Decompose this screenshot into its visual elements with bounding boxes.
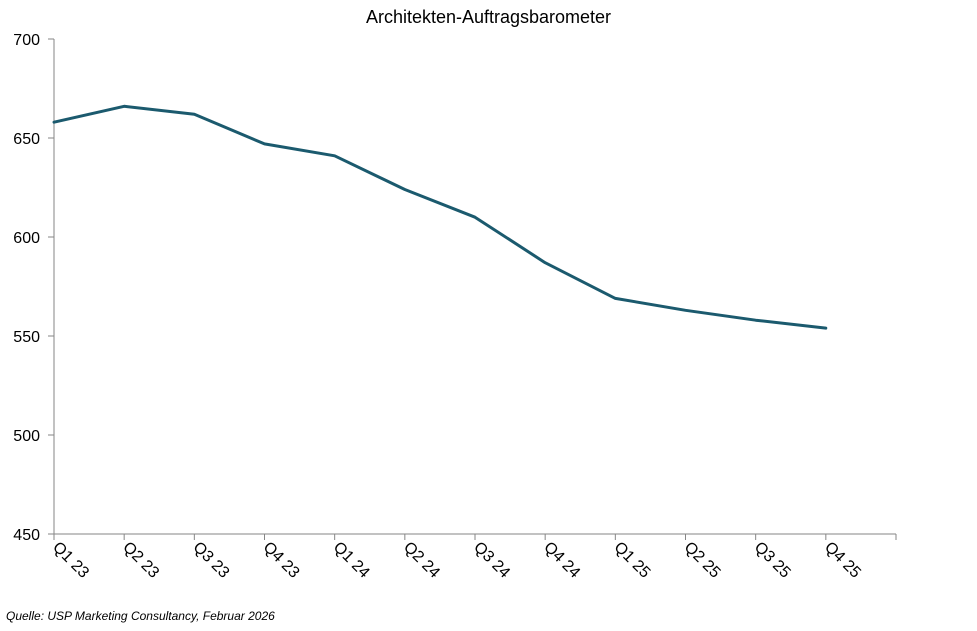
chart-title: Architekten-Auftragsbarometer	[365, 7, 612, 27]
y-tick-label: 650	[13, 131, 40, 148]
x-tick-label: Q2 23	[119, 539, 162, 582]
x-tick-label: Q4 23	[260, 539, 303, 582]
x-tick-label: Q1 25	[611, 539, 654, 582]
x-tick-label: Q3 25	[751, 539, 794, 582]
x-tick-label: Q3 23	[190, 539, 233, 582]
y-tick-label: 600	[13, 230, 40, 247]
x-tick-label: Q4 24	[540, 539, 583, 582]
x-tick-label: Q3 24	[470, 539, 513, 582]
x-tick-label: Q2 24	[400, 539, 443, 582]
y-tick-label: 550	[13, 329, 40, 346]
x-tick-label: Q1 23	[49, 539, 92, 582]
y-tick-label: 500	[13, 428, 40, 445]
x-tick-label: Q2 25	[681, 539, 724, 582]
x-tick-label: Q1 24	[330, 539, 373, 582]
y-tick-label: 700	[13, 32, 40, 49]
series-line	[52, 104, 828, 330]
source-note: Quelle: USP Marketing Consultancy, Febru…	[6, 609, 275, 623]
y-tick-label: 450	[13, 527, 40, 544]
x-tick-label: Q4 25	[821, 539, 864, 582]
